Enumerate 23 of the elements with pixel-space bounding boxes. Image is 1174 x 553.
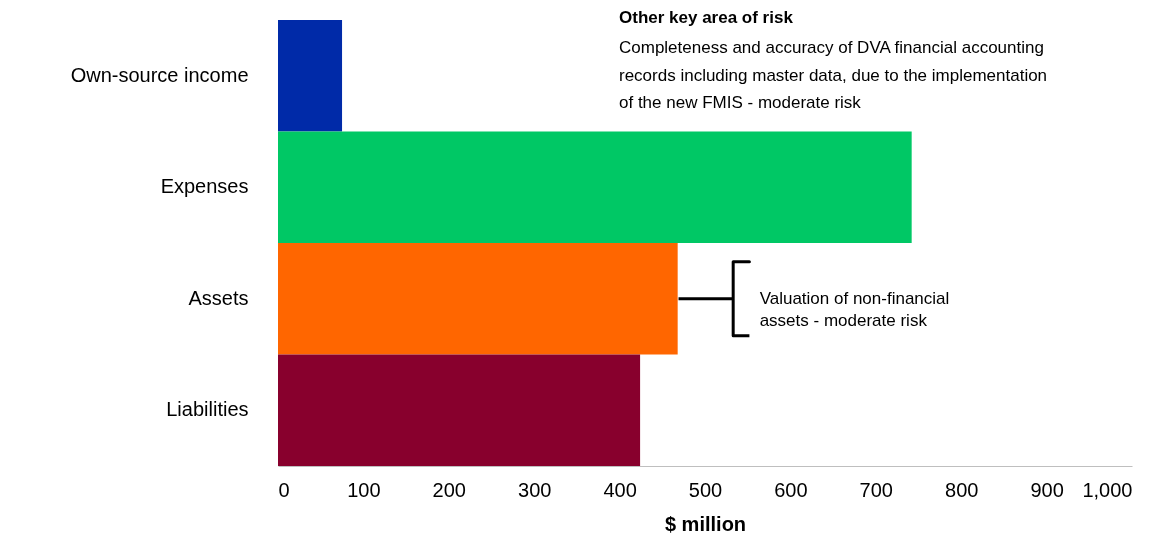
x-tick-label: 700: [859, 478, 893, 501]
bar: [278, 131, 912, 243]
x-tick-label: 500: [688, 478, 723, 501]
bar: [278, 243, 678, 355]
x-tick-label: 600: [774, 478, 808, 501]
y-tick-label: Expenses: [160, 175, 249, 198]
annotation: Completeness and accuracy of DVA financial accounting records including master data, due to the implementation of the new FMIS - moderate risk: [619, 38, 1048, 112]
bar: [278, 20, 343, 132]
bar: [278, 354, 641, 466]
x-axis-title: $ million: [664, 512, 747, 535]
y-tick-label: Own-source income: [70, 63, 249, 86]
x-tick-label: 800: [945, 478, 979, 501]
y-tick-label: Liabilities: [166, 398, 249, 421]
x-tick-label: 1,000: [1082, 478, 1133, 501]
x-tick-label: 900: [1030, 478, 1064, 501]
x-tick-label: 100: [347, 478, 381, 501]
annotation: Other key area of risk: [619, 8, 794, 27]
x-tick-label: 400: [603, 478, 637, 501]
x-tick-label: 200: [432, 478, 466, 501]
annotation: Valuation of non-financial assets - moderate risk: [759, 288, 950, 330]
x-tick-label: 300: [518, 478, 552, 501]
x-tick-label: 0: [278, 478, 290, 501]
y-tick-label: Assets: [188, 286, 249, 309]
